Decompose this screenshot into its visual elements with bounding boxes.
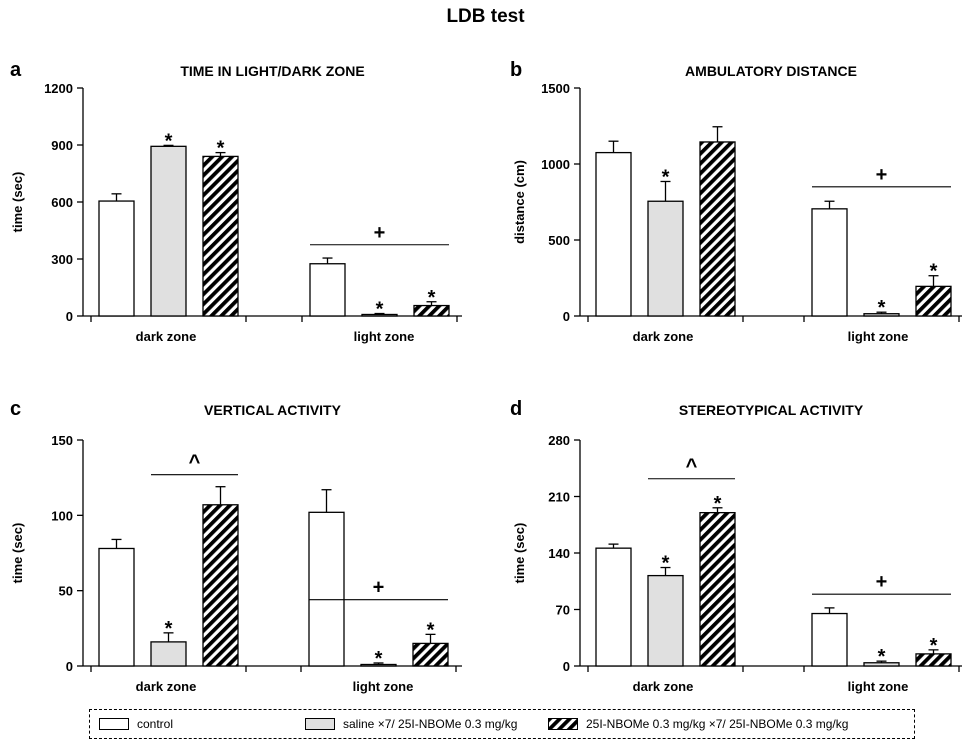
bar [309, 263, 346, 317]
significance-star: * [427, 619, 435, 641]
significance-symbol: ^ [189, 452, 201, 474]
bar [202, 504, 239, 667]
y-tick-label: 100 [51, 508, 73, 523]
panel-title: STEREOTYPICAL ACTIVITY [679, 402, 864, 418]
y-tick-label: 0 [66, 659, 73, 674]
significance-symbol: ^ [686, 456, 698, 478]
category-label: light zone [353, 679, 414, 694]
bar [412, 642, 449, 667]
category-label: light zone [354, 329, 415, 344]
significance-star: * [878, 297, 886, 319]
category-label: dark zone [633, 679, 694, 694]
legend-item-saline: saline ×7/ 25I-NBOMe 0.3 mg/kg [305, 716, 517, 732]
bar [308, 511, 345, 667]
panel-title: AMBULATORY DISTANCE [685, 63, 857, 79]
y-axis-label: time (sec) [512, 523, 527, 584]
panel-letter: a [10, 59, 22, 81]
significance-star: * [165, 618, 173, 640]
legend-label-nbome: 25I-NBOMe 0.3 mg/kg ×7/ 25I-NBOMe 0.3 mg… [586, 717, 849, 731]
bar [413, 304, 450, 317]
legend-item-nbome: 25I-NBOMe 0.3 mg/kg ×7/ 25I-NBOMe 0.3 mg… [548, 716, 848, 732]
significance-symbol: + [876, 571, 888, 593]
bar [98, 200, 135, 317]
bar [647, 200, 684, 317]
bar [699, 511, 736, 667]
y-axis-label: time (sec) [10, 172, 25, 233]
y-axis-label: time (sec) [10, 523, 25, 584]
y-tick-label: 0 [66, 309, 73, 324]
y-tick-label: 600 [51, 195, 73, 210]
legend-swatch-control [99, 718, 129, 730]
bar [699, 141, 736, 317]
category-label: dark zone [136, 329, 197, 344]
y-tick-label: 0 [563, 659, 570, 674]
y-tick-label: 500 [548, 233, 570, 248]
significance-symbol: + [373, 577, 385, 599]
y-tick-label: 70 [556, 603, 570, 618]
bar [647, 574, 684, 667]
bar [150, 145, 187, 317]
significance-star: * [662, 553, 670, 575]
y-tick-label: 900 [51, 138, 73, 153]
y-axis-label: distance (cm) [512, 160, 527, 244]
y-tick-label: 300 [51, 252, 73, 267]
figure-title: LDB test [446, 6, 525, 27]
significance-star: * [662, 166, 670, 188]
significance-star: * [428, 287, 436, 309]
bar [202, 155, 239, 317]
significance-star: * [165, 130, 173, 152]
bar [150, 641, 187, 667]
bar [915, 653, 952, 667]
legend-label-saline: saline ×7/ 25I-NBOMe 0.3 mg/kg [343, 717, 518, 731]
bar [360, 663, 397, 667]
significance-symbol: + [374, 222, 386, 244]
panel-letter: b [510, 59, 522, 81]
legend: control saline ×7/ 25I-NBOMe 0.3 mg/kg 2… [89, 709, 915, 739]
y-tick-label: 1000 [541, 157, 570, 172]
legend-item-control: control [99, 716, 173, 732]
category-label: light zone [848, 679, 909, 694]
bar [811, 208, 848, 317]
significance-star: * [217, 138, 225, 160]
significance-star: * [375, 648, 383, 670]
significance-star: * [376, 299, 384, 321]
bar [915, 285, 952, 317]
bar [361, 313, 398, 317]
bar [98, 547, 135, 667]
significance-star: * [714, 493, 722, 515]
y-tick-label: 280 [548, 433, 570, 448]
legend-swatch-saline [305, 718, 335, 730]
legend-label-control: control [137, 717, 174, 731]
y-tick-label: 210 [548, 490, 570, 505]
category-label: dark zone [136, 679, 197, 694]
bar [595, 547, 632, 667]
bar [863, 313, 900, 317]
significance-star: * [930, 635, 938, 657]
panel-letter: c [10, 398, 21, 420]
bar [863, 662, 900, 667]
category-label: dark zone [633, 329, 694, 344]
y-tick-label: 0 [563, 309, 570, 324]
category-label: light zone [848, 329, 909, 344]
y-tick-label: 150 [51, 433, 73, 448]
bar [811, 612, 848, 667]
panel-letter: d [510, 398, 522, 420]
y-tick-label: 140 [548, 546, 570, 561]
y-tick-label: 50 [59, 584, 73, 599]
bar [595, 151, 632, 317]
y-tick-label: 1500 [541, 81, 570, 96]
significance-star: * [930, 261, 938, 283]
panel-title: TIME IN LIGHT/DARK ZONE [180, 63, 364, 79]
y-tick-label: 1200 [44, 81, 73, 96]
panel-title: VERTICAL ACTIVITY [204, 402, 342, 418]
significance-star: * [878, 646, 886, 668]
legend-swatch-nbome [548, 718, 578, 730]
significance-symbol: + [876, 164, 888, 186]
